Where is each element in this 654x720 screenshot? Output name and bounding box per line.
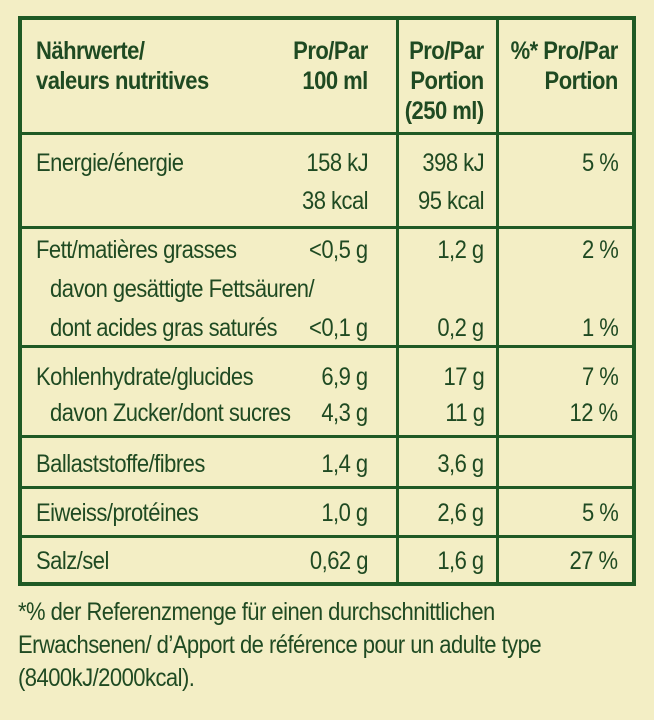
row-divider xyxy=(22,535,632,538)
row-divider xyxy=(22,435,632,438)
energy-100ml-kj: 158 kJ xyxy=(306,149,368,177)
carbs-100ml: 6,9 g xyxy=(321,363,369,391)
row-divider xyxy=(22,486,632,489)
salt-100ml: 0,62 g xyxy=(309,547,369,575)
reference-intake-footnote: *% der Referenzmenge für einen durchschn… xyxy=(18,598,542,692)
sugars-label: davon Zucker/dont sucres xyxy=(50,399,291,427)
energy-portion-kcal: 95 kcal xyxy=(417,187,485,215)
saturated-fat-100ml: <0,1 g xyxy=(309,314,368,342)
header-per-100ml: Pro/Par 100 ml xyxy=(293,37,368,95)
protein-percent: 5 % xyxy=(581,499,619,527)
carbs-portion: 17 g xyxy=(443,363,484,391)
row-divider xyxy=(22,345,632,348)
sugars-percent: 12 % xyxy=(569,399,619,427)
row-divider xyxy=(22,226,632,229)
saturated-fat-label-fr: dont acides gras saturés xyxy=(50,314,278,342)
salt-label: Salz/sel xyxy=(36,547,109,575)
energy-100ml-kcal: 38 kcal xyxy=(301,187,369,215)
saturated-fat-portion: 0,2 g xyxy=(437,314,485,342)
header-nutrients: Nährwerte/valeurs nutritives xyxy=(36,37,209,95)
carbs-percent: 7 % xyxy=(581,363,619,391)
nutrition-table: Nährwerte/valeurs nutritives Pro/Par 100 … xyxy=(18,16,636,586)
fat-portion: 1,2 g xyxy=(437,236,485,264)
protein-100ml: 1,0 g xyxy=(321,499,369,527)
saturated-fat-percent: 1 % xyxy=(581,314,619,342)
column-divider xyxy=(396,20,399,582)
fat-100ml: <0,5 g xyxy=(309,236,368,264)
salt-percent: 27 % xyxy=(569,547,619,575)
carbs-label: Kohlenhydrate/glucides xyxy=(36,363,254,391)
fat-label: Fett/matières grasses xyxy=(36,236,237,264)
fibre-portion: 3,6 g xyxy=(437,450,485,478)
column-divider xyxy=(496,20,499,582)
header-percent-reference: %* Pro/Par Portion xyxy=(510,37,619,95)
energy-percent: 5 % xyxy=(581,149,619,177)
energy-label: Energie/énergie xyxy=(36,149,184,177)
protein-label: Eiweiss/protéines xyxy=(36,499,199,527)
sugars-100ml: 4,3 g xyxy=(321,399,369,427)
fat-percent: 2 % xyxy=(581,236,619,264)
protein-portion: 2,6 g xyxy=(437,499,485,527)
fibre-100ml: 1,4 g xyxy=(321,450,369,478)
header-per-portion: Pro/Par Portion (250 ml) xyxy=(405,37,484,125)
saturated-fat-label-de: davon gesättigte Fettsäuren/ xyxy=(50,275,315,303)
salt-portion: 1,6 g xyxy=(437,547,485,575)
fibre-label: Ballaststoffe/fibres xyxy=(36,450,205,478)
energy-portion-kj: 398 kJ xyxy=(422,149,484,177)
row-divider xyxy=(22,132,632,135)
sugars-portion: 11 g xyxy=(444,399,485,427)
